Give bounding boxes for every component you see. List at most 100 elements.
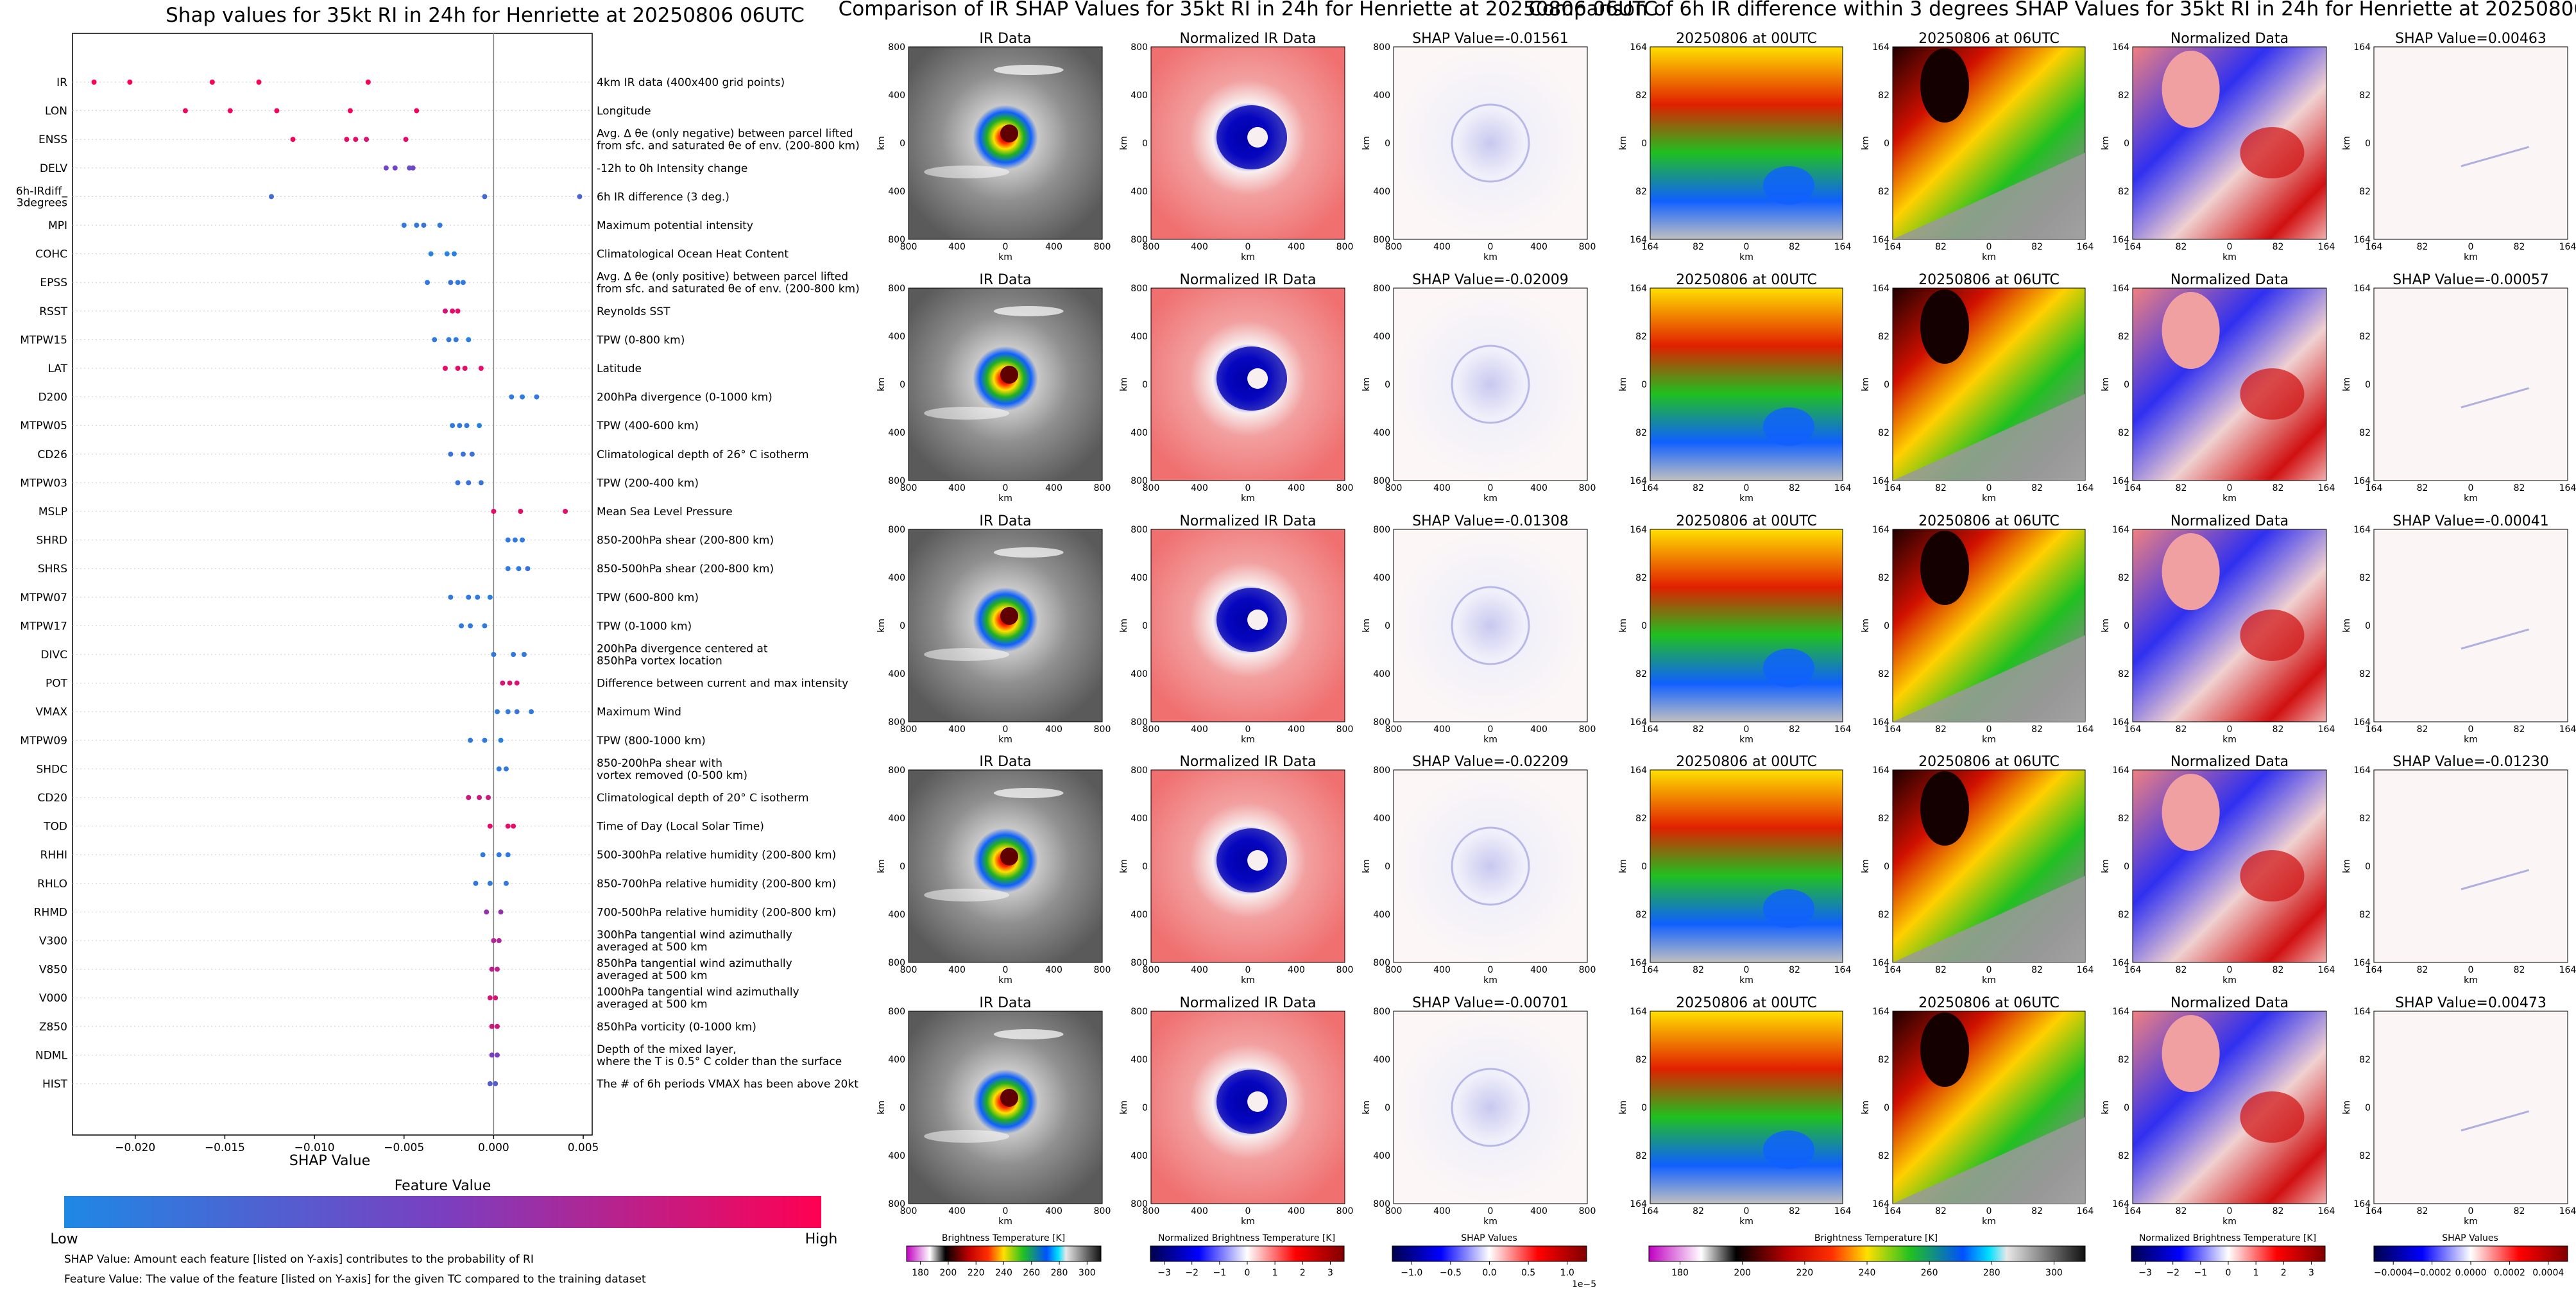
y-tick-label: 164 <box>2112 717 2129 728</box>
colorbar-tick-label: 3 <box>2308 1268 2314 1278</box>
x-tick-label: 400 <box>1530 724 1548 735</box>
x-tick-label: 0 <box>1003 1206 1009 1216</box>
shap-point <box>482 623 488 629</box>
cold-cloud-top <box>1920 48 1969 123</box>
colorbar-tick-label: 0 <box>1245 1268 1250 1278</box>
y-tick-label: 400 <box>1130 910 1148 920</box>
feature-description-label: TPW (0-1000 km) <box>596 620 692 633</box>
shap-point <box>507 680 513 686</box>
x-tick-label: 164 <box>2124 724 2142 735</box>
y-axis-unit: km <box>1861 859 1871 873</box>
cold-cloud-top <box>1920 771 1969 846</box>
y-tick-label: 0 <box>2365 621 2371 631</box>
ir-comparison-title: Comparison of IR SHAP Values for 35kt RI… <box>839 0 1658 21</box>
x-axis-unit: km <box>1982 975 1996 986</box>
y-tick-label: 0 <box>1142 1103 1148 1113</box>
feature-description-label: 6h IR difference (3 deg.) <box>597 191 729 203</box>
y-tick-label: 82 <box>1878 1151 1889 1161</box>
image-panel-title: Normalized IR Data <box>1179 31 1316 47</box>
y-tick-label: 0 <box>2124 862 2129 872</box>
colorbar-tick-label: −2 <box>1185 1268 1198 1278</box>
x-tick-label: 164 <box>2366 483 2383 493</box>
storm-eye <box>1000 124 1019 142</box>
y-axis-unit: km <box>2342 136 2352 150</box>
y-tick-label: 0 <box>1385 139 1390 149</box>
y-tick-label: 82 <box>1635 814 1647 824</box>
x-tick-label: 400 <box>1191 242 1208 252</box>
shap-point <box>448 451 454 457</box>
x-tick-label: 82 <box>1935 965 1947 975</box>
shap-point <box>448 594 454 600</box>
shap-point <box>503 880 509 886</box>
y-tick-label: 164 <box>1872 42 1889 53</box>
x-tick-label: −0.010 <box>294 1141 335 1154</box>
y-tick-label: 0 <box>1641 1103 1647 1113</box>
y-axis-unit: km <box>2342 619 2352 633</box>
x-tick-label: 164 <box>2077 1206 2094 1216</box>
cb-diff-brightness-ticks: 180 200 220 240 260 280 300 <box>1671 1261 2063 1278</box>
x-tick-label: 400 <box>1191 483 1208 493</box>
x-tick-label: 0 <box>1488 1206 1494 1216</box>
x-tick-label: 82 <box>1693 965 1704 975</box>
x-axis-unit: km <box>2464 735 2478 745</box>
x-tick-label: 164 <box>2559 483 2576 493</box>
y-tick-label: 164 <box>1872 284 1889 294</box>
y-axis-unit: km <box>1119 1100 1129 1114</box>
x-tick-label: 400 <box>1045 483 1062 493</box>
image-panel-title: Normalized IR Data <box>1179 754 1316 770</box>
y-tick-label: 400 <box>888 1151 905 1161</box>
image-panel <box>1650 46 1843 240</box>
x-tick-label: 800 <box>1579 724 1596 735</box>
y-tick-label: 400 <box>888 90 905 101</box>
x-tick-label: 82 <box>2417 242 2428 252</box>
feature-name-label: EPSS <box>40 277 67 289</box>
x-tick-label: 400 <box>1433 1206 1451 1216</box>
shap-point <box>444 251 450 257</box>
x-tick-label: 82 <box>2273 242 2284 252</box>
feature-name-label: COHC <box>35 248 67 261</box>
x-tick-label: 0 <box>1488 483 1494 493</box>
colorbar-tick-label: 260 <box>1921 1268 1938 1278</box>
feature-description-label: TPW (600-800 km) <box>596 592 699 604</box>
image-panel-title: 20250806 at 00UTC <box>1676 513 1817 529</box>
y-tick-label: 82 <box>2359 814 2371 824</box>
colorbar-low-label: Low <box>50 1231 78 1247</box>
x-tick-label: 800 <box>900 483 917 493</box>
shap-point <box>496 766 502 772</box>
shap-point <box>494 1023 500 1029</box>
x-tick-label: 164 <box>2318 242 2335 252</box>
feature-description-label: Reynolds SST <box>597 305 670 318</box>
y-tick-label: 164 <box>2353 235 2371 245</box>
y-tick-label: 82 <box>1878 1055 1889 1065</box>
shap-streak <box>2461 387 2530 409</box>
x-tick-label: 400 <box>1288 965 1305 975</box>
x-tick-label: 164 <box>2318 483 2335 493</box>
shap-point <box>516 566 522 572</box>
image-panel-title: SHAP Value=-0.02209 <box>1412 754 1569 770</box>
y-tick-label: 164 <box>1630 765 1647 776</box>
x-tick-label: 400 <box>1045 965 1062 975</box>
feature-description-label: 200hPa divergence centered at <box>597 643 768 656</box>
y-tick-label: 800 <box>1373 284 1390 294</box>
x-tick-label: 400 <box>1530 483 1548 493</box>
x-tick-label: 82 <box>1789 1206 1800 1216</box>
clear-region <box>1893 635 2085 722</box>
y-tick-label: 164 <box>2112 284 2129 294</box>
note-feature-value: Feature Value: The value of the feature … <box>64 1273 646 1286</box>
y-tick-label: 164 <box>2112 958 2129 968</box>
colorbar-tick-label: 2 <box>1300 1268 1306 1278</box>
feature-description-label: TPW (400-600 km) <box>596 420 699 432</box>
cloud-band <box>993 788 1064 798</box>
shap-point <box>421 223 427 228</box>
y-tick-label: 164 <box>2353 525 2371 535</box>
x-axis-unit: km <box>1483 1216 1497 1227</box>
storm-eye <box>1000 848 1019 866</box>
x-tick-label: 0 <box>2468 242 2474 252</box>
shap-point <box>514 709 520 715</box>
shap-point <box>487 594 493 600</box>
y-axis-unit: km <box>1119 136 1129 150</box>
feature-description-label: Depth of the mixed layer, <box>597 1043 737 1056</box>
clear-region <box>1893 394 2085 481</box>
x-tick-label: 164 <box>2366 242 2383 252</box>
shap-point <box>446 337 452 343</box>
